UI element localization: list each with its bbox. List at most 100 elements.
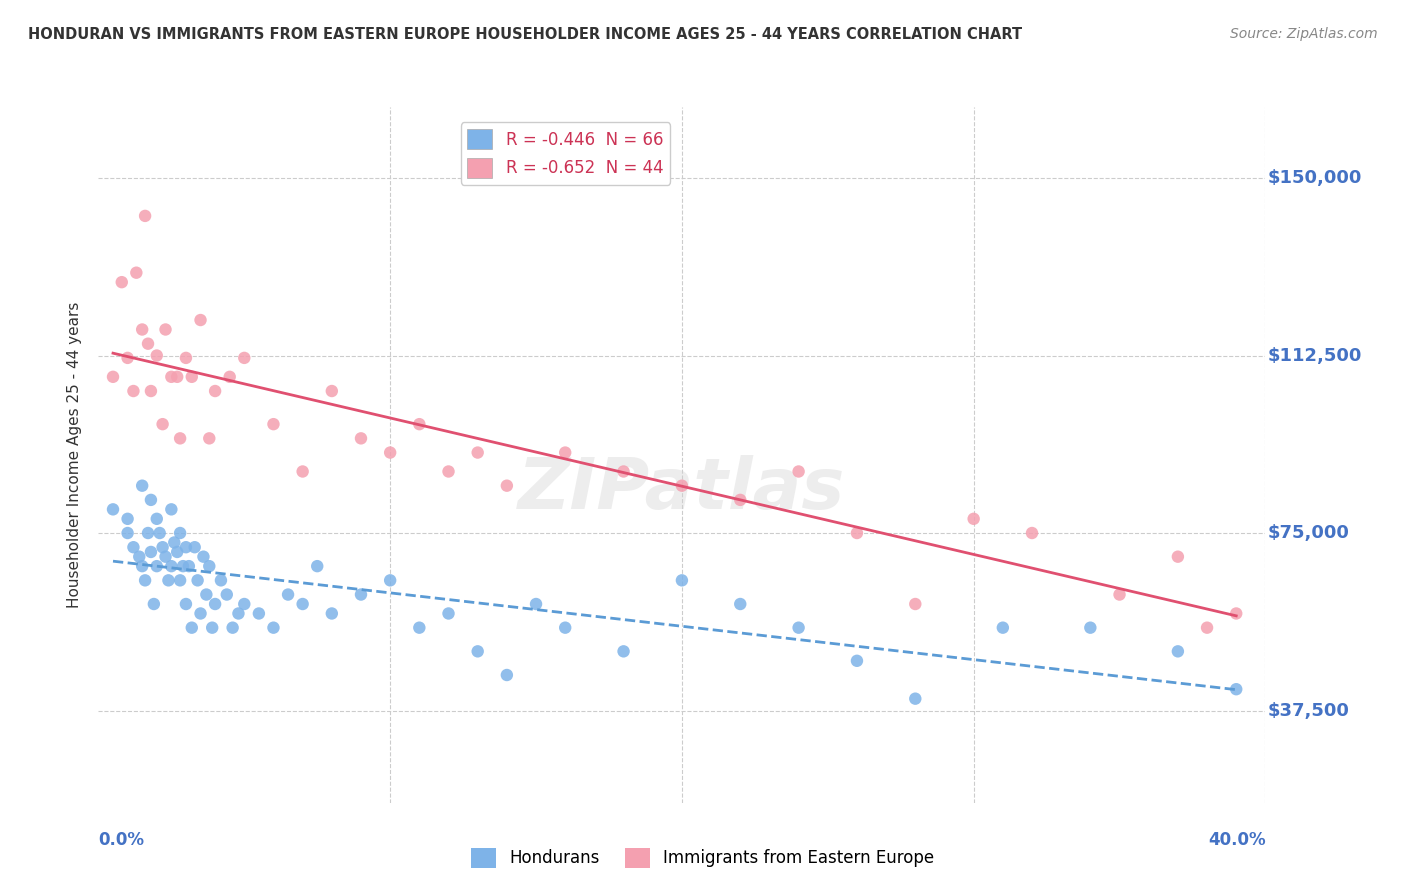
Text: Source: ZipAtlas.com: Source: ZipAtlas.com (1230, 27, 1378, 41)
Point (612, 644, 634, 658)
Point (408, 621, 430, 635)
Point (193, 549, 215, 564)
Point (160, 502, 183, 516)
Text: ZIPatlas: ZIPatlas (519, 455, 845, 524)
Point (671, 574, 693, 588)
Point (201, 621, 224, 635)
Point (204, 597, 226, 611)
Text: $150,000: $150,000 (1268, 169, 1362, 187)
Point (1080, 621, 1102, 635)
Point (612, 465, 634, 479)
Point (321, 607, 343, 621)
Point (233, 351, 256, 365)
Point (160, 559, 183, 574)
Point (291, 465, 314, 479)
Point (495, 668, 517, 682)
Point (174, 597, 197, 611)
Point (122, 384, 145, 398)
Text: $112,500: $112,500 (1268, 346, 1362, 365)
Point (136, 336, 159, 351)
Point (350, 431, 373, 445)
Point (554, 445, 576, 459)
Point (787, 465, 810, 479)
Point (904, 691, 927, 706)
Point (787, 621, 810, 635)
Point (134, 574, 156, 588)
Point (136, 526, 159, 541)
Y-axis label: Householder Income Ages 25 - 44 years: Householder Income Ages 25 - 44 years (67, 301, 83, 608)
Point (467, 644, 489, 658)
Point (1108, 588, 1130, 602)
Point (166, 369, 188, 384)
Point (1195, 621, 1218, 635)
Point (1167, 644, 1189, 658)
Point (183, 540, 205, 554)
Point (524, 597, 547, 611)
Point (131, 322, 153, 336)
Point (350, 588, 373, 602)
Point (134, 209, 156, 223)
Point (187, 574, 209, 588)
Point (152, 540, 174, 554)
Point (180, 621, 202, 635)
Point (467, 445, 489, 459)
Point (321, 384, 343, 398)
Point (174, 540, 197, 554)
Point (152, 417, 174, 432)
Point (101, 369, 124, 384)
Point (728, 597, 751, 611)
Point (117, 351, 139, 365)
Point (228, 607, 250, 621)
Point (139, 545, 162, 559)
Point (169, 431, 191, 445)
Point (1167, 549, 1189, 564)
Point (146, 512, 169, 526)
Point (1225, 607, 1247, 621)
Point (172, 559, 194, 574)
Point (180, 369, 202, 384)
Point (139, 384, 162, 398)
Point (1225, 682, 1247, 697)
Point (195, 588, 218, 602)
Point (125, 266, 148, 280)
Point (671, 478, 693, 492)
Legend: R = -0.446  N = 66, R = -0.652  N = 44: R = -0.446 N = 66, R = -0.652 N = 44 (461, 122, 669, 185)
Point (166, 545, 188, 559)
Point (307, 559, 329, 574)
Point (155, 322, 177, 336)
Point (190, 313, 212, 327)
Point (495, 478, 517, 492)
Point (142, 597, 165, 611)
Point (169, 526, 191, 541)
Point (160, 369, 183, 384)
Point (218, 369, 240, 384)
Point (204, 384, 226, 398)
Point (111, 275, 134, 289)
Text: 0.0%: 0.0% (98, 830, 145, 848)
Point (247, 607, 270, 621)
Point (437, 465, 460, 479)
Text: $37,500: $37,500 (1268, 701, 1350, 720)
Point (728, 492, 751, 507)
Point (277, 588, 299, 602)
Point (845, 526, 868, 541)
Point (131, 478, 153, 492)
Point (169, 574, 191, 588)
Point (131, 559, 153, 574)
Point (554, 621, 576, 635)
Point (437, 607, 460, 621)
Text: $75,000: $75,000 (1268, 524, 1350, 542)
Point (101, 502, 124, 516)
Point (190, 607, 212, 621)
Point (155, 549, 177, 564)
Point (262, 621, 284, 635)
Point (177, 559, 200, 574)
Point (198, 431, 221, 445)
Point (291, 597, 314, 611)
Point (262, 417, 284, 432)
Point (198, 559, 221, 574)
Point (157, 574, 180, 588)
Point (209, 574, 232, 588)
Point (221, 621, 243, 635)
Point (128, 549, 150, 564)
